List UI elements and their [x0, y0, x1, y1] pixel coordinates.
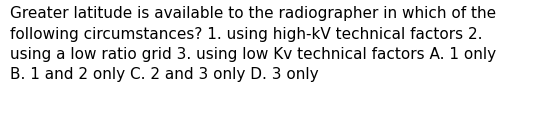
Text: Greater latitude is available to the radiographer in which of the
following circ: Greater latitude is available to the rad… [10, 6, 496, 83]
